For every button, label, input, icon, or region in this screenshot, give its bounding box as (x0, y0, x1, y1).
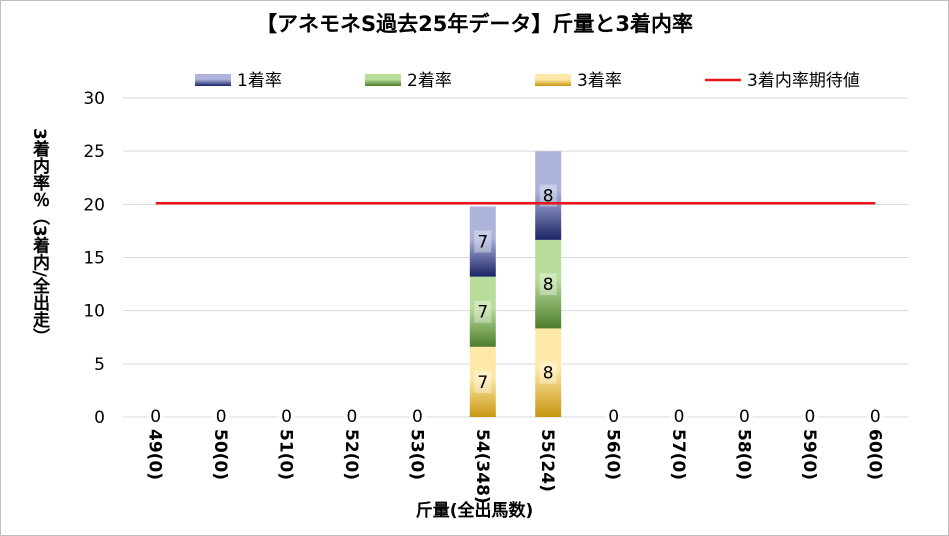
y-tick-label: 30 (83, 89, 105, 109)
x-tick-label: 53(0) (406, 429, 426, 480)
bar-segment (469, 346, 496, 417)
data-label-box (605, 405, 623, 427)
data-label: 0 (216, 407, 227, 427)
y-tick-label: 25 (83, 142, 105, 162)
x-axis-label: 斤量(全出馬数) (415, 501, 534, 521)
data-label-box (474, 300, 492, 323)
data-label: 8 (543, 187, 554, 207)
data-label-box (147, 405, 165, 427)
legend-swatch (195, 74, 231, 86)
data-label-box (801, 405, 819, 427)
x-tick-label: 55(24) (537, 429, 557, 492)
x-tick-label: 60(0) (864, 429, 884, 480)
data-label-box (866, 405, 884, 427)
legend-label: 3着率 (577, 71, 622, 91)
data-label-box (408, 405, 426, 427)
legend-item: 1着率 (195, 71, 282, 91)
data-label-box (735, 405, 753, 427)
data-label: 0 (412, 407, 423, 427)
data-label: 8 (543, 364, 554, 384)
data-label: 0 (674, 407, 685, 427)
data-label-box (474, 370, 492, 393)
y-tick-label: 5 (94, 355, 105, 375)
y-tick-label: 15 (83, 249, 105, 269)
data-label-box (539, 361, 557, 384)
x-tick-label: 59(0) (799, 429, 819, 480)
data-label-box (670, 405, 688, 427)
data-label: 0 (870, 407, 881, 427)
x-tick-label: 49(0) (145, 429, 165, 480)
data-label: 7 (477, 303, 488, 323)
data-label: 0 (347, 407, 358, 427)
legend-item: 3着率 (535, 71, 622, 91)
legend-swatch (365, 74, 401, 86)
y-tick-label: 0 (94, 408, 105, 428)
x-tick-label: 51(0) (276, 429, 296, 480)
x-tick-label: 52(0) (341, 429, 361, 480)
x-tick-label: 50(0) (210, 429, 230, 480)
bar-segment (535, 151, 562, 240)
data-label: 0 (804, 407, 815, 427)
x-tick-label: 54(348) (472, 429, 492, 504)
data-label: 7 (477, 233, 488, 253)
data-label: 0 (739, 407, 750, 427)
legend-swatch (535, 74, 571, 86)
legend-label: 3着内率期待値 (747, 71, 860, 91)
data-label: 0 (281, 407, 292, 427)
legend-label: 2着率 (407, 71, 452, 91)
y-axis-label: 3着内率％（3着内/全出走） (29, 128, 49, 345)
y-tick-label: 20 (83, 195, 105, 215)
bar-segment (535, 239, 562, 329)
data-label-box (343, 405, 361, 427)
data-label-box (539, 273, 557, 296)
legend-item: 3着内率期待値 (705, 71, 860, 91)
x-tick-label: 57(0) (668, 429, 688, 480)
data-label-box (539, 184, 557, 207)
data-label-box (278, 405, 296, 427)
legend-label: 1着率 (237, 71, 282, 91)
y-tick-label: 10 (83, 302, 105, 322)
data-label: 0 (608, 407, 619, 427)
data-label: 7 (477, 373, 488, 393)
data-label-box (212, 405, 230, 427)
data-label-box (474, 230, 492, 253)
bar-segment (469, 206, 496, 277)
bar-segment (469, 276, 496, 347)
legend-item: 2着率 (365, 71, 452, 91)
x-tick-label: 58(0) (733, 429, 753, 480)
data-label: 8 (543, 275, 554, 295)
data-label: 0 (150, 407, 161, 427)
bar-segment (535, 328, 562, 417)
x-tick-label: 56(0) (603, 429, 623, 480)
chart-title: 【アネモネS過去25年データ】斤量と3着内率 (256, 12, 693, 36)
